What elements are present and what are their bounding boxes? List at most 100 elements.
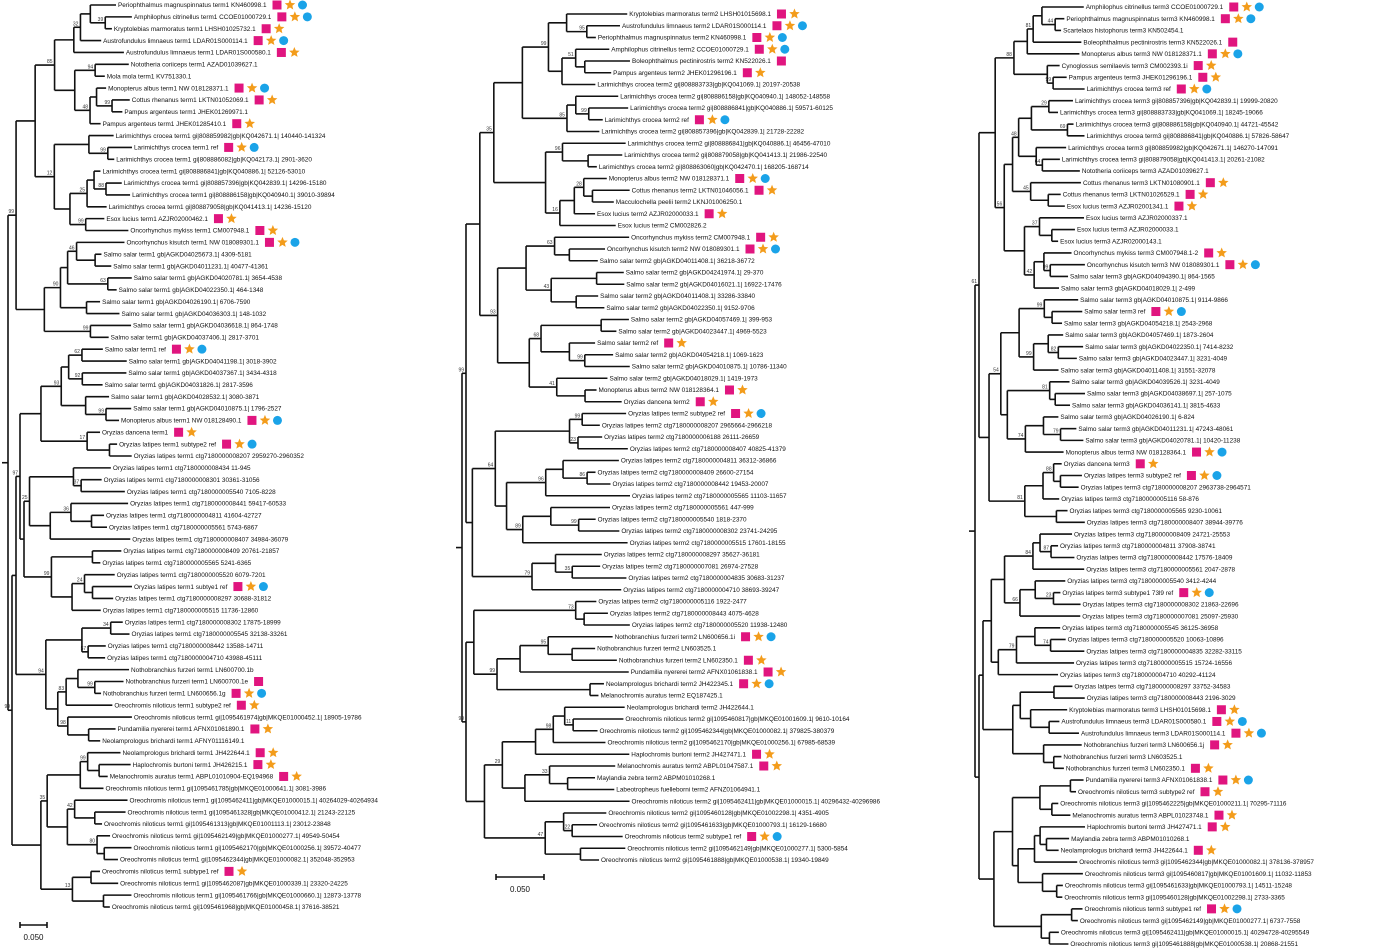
- bootstrap-value: 87: [1043, 546, 1049, 552]
- orange-star-icon: [716, 208, 728, 219]
- leaf-label: Oreochromis niloticus term1 gi|109546196…: [112, 904, 340, 911]
- orange-star-icon: [246, 82, 258, 93]
- leaf-label: Oryzias latipes term1 ctg7180000005515 1…: [103, 607, 259, 614]
- leaf-label: Oreochromis niloticus term1 gi|109546241…: [130, 797, 379, 804]
- orange-star-icon: [743, 408, 754, 418]
- leaf-label: Melanochromis auratus term1 ABPL01010904…: [110, 774, 274, 781]
- leaf-label: Salmo salar term2 gb|AGKD04023447.1| 496…: [618, 328, 767, 335]
- bootstrap-value: 17: [80, 435, 86, 441]
- orange-star-icon: [249, 699, 260, 710]
- leaf-label: Oryzias latipes term3 subtype1 73l9 ref: [1062, 590, 1173, 597]
- magenta-square-icon: [1231, 728, 1241, 738]
- leaf-label: Oryzias latipes term3 ctg7180000004811 3…: [1060, 543, 1216, 550]
- bootstrap-value: 45: [1023, 185, 1029, 191]
- bootstrap-value: 84: [1025, 550, 1031, 556]
- magenta-square-icon: [1193, 845, 1203, 855]
- bootstrap-value: 85: [47, 59, 53, 65]
- magenta-square-icon: [1176, 84, 1186, 94]
- leaf-label: Salmo salar term3 gb|AGKD04010875.1| 911…: [1080, 297, 1228, 304]
- leaf-label: Austrofundulus limnaeus term3 LDAR01S000…: [1061, 719, 1206, 726]
- orange-star-icon: [784, 20, 796, 31]
- leaf-label: Salmo salar term2 ref: [597, 340, 658, 347]
- magenta-square-icon: [232, 119, 242, 129]
- leaf-label: Oryzias latipes term3 ctg7180000008442 1…: [1076, 555, 1232, 562]
- magenta-square-icon: [233, 582, 243, 592]
- leaf-label: Pampus argenteus term1 JHEK01269971.1: [124, 109, 248, 116]
- blue-circle-icon: [302, 12, 312, 22]
- leaf-label: Larimichthys crocea term1 gi|808879058|g…: [109, 204, 312, 211]
- bootstrap-value: 81: [1026, 23, 1032, 29]
- blue-circle-icon: [756, 409, 766, 418]
- orange-star-icon: [273, 23, 285, 34]
- leaf-label: Oreochromis niloticus term3 gi|109546188…: [1070, 941, 1298, 948]
- leaf-label: Pundamilia nyererei term2 AFNX01061838.1: [631, 669, 758, 676]
- magenta-square-icon: [1225, 260, 1235, 270]
- leaf-label: Nothobranchius furzeri term3 LN602350.1: [1066, 766, 1185, 773]
- blue-circle-icon: [1233, 49, 1243, 59]
- bootstrap-value: 23: [1046, 592, 1052, 598]
- leaf-label: Salmo salar term3 gb|AGKD04023447.1| 323…: [1079, 356, 1228, 363]
- bootstrap-value: 22: [565, 825, 571, 831]
- bootstrap-value: 63: [100, 278, 106, 284]
- leaf-label: Nothobranchius furzeri term1 LN600700.1b: [131, 667, 254, 674]
- leaf-label: Amphilophus citrinellus term3 CCOE010007…: [1086, 4, 1224, 11]
- orange-star-icon: [771, 760, 783, 771]
- magenta-square-icon: [236, 700, 246, 710]
- leaf-label: Oryzias latipes term3 ctg7180000008407 3…: [1087, 520, 1243, 527]
- bootstrap-value: 66: [1012, 597, 1018, 603]
- bootstrap-value: 48: [1011, 131, 1017, 137]
- leaf-label: Cottus rhenanus term3 LKTN01080901.1: [1083, 180, 1200, 187]
- leaf-label: Salmo salar term2 gb|AGKD04016021.1| 169…: [626, 281, 782, 288]
- magenta-square-icon: [745, 244, 755, 254]
- leaf-label: Haplochromis burtoni term3 JH427471.1: [1087, 824, 1202, 831]
- leaf-label: Amphilophus citrinellus term1 CCOE010007…: [134, 14, 272, 21]
- bootstrap-value: 99: [577, 355, 583, 361]
- leaf-label: Oryzias latipes term2 ctg7180000005116 1…: [598, 599, 747, 606]
- leaf-label: Oreochromis niloticus term3 gi|109546081…: [1085, 871, 1312, 878]
- magenta-square-icon: [1216, 705, 1226, 715]
- leaf-label: Austrofundulus limnaeus term1 LDAR01S000…: [126, 50, 271, 57]
- leaf-label: Salmo salar term3 ref: [1084, 309, 1145, 316]
- orange-star-icon: [259, 414, 271, 425]
- leaf-label: Oreochromis niloticus term1 gi|109546208…: [120, 880, 348, 887]
- leaf-label: Oryzias latipes term3 ctg7180000005540 3…: [1067, 578, 1216, 585]
- orange-star-icon: [243, 687, 255, 698]
- leaf-label: Larimichthys crocea term3 ref: [1087, 86, 1171, 93]
- leaf-label: Oryzias latipes term2 ctg7180000004835 3…: [628, 575, 784, 582]
- magenta-square-icon: [739, 679, 749, 689]
- leaf-label: Oreochromis niloticus term1 gi|109546197…: [134, 714, 362, 721]
- bootstrap-value: 86: [580, 472, 586, 478]
- bootstrap-value: 36: [63, 506, 69, 512]
- leaf-label: Pundamilia nyererei term1 AFNX01061890.1: [118, 726, 245, 733]
- bootstrap-value: 93: [490, 309, 496, 315]
- leaf-label: Larimichthys crocea term3 gi|808859982|g…: [1068, 145, 1278, 152]
- blue-circle-icon: [1232, 904, 1242, 914]
- orange-star-icon: [277, 236, 288, 247]
- leaf-label: Larimichthys crocea term2 ref: [605, 117, 689, 124]
- magenta-square-icon: [1214, 810, 1224, 820]
- orange-star-icon: [737, 384, 748, 395]
- bootstrap-value: 95: [579, 26, 585, 32]
- leaf-label: Oreochromis niloticus term3 subtype1 ref: [1085, 906, 1202, 913]
- leaf-label: Salmo salar term3 gb|AGKD04054218.1| 254…: [1064, 320, 1213, 327]
- magenta-square-icon: [1205, 178, 1215, 188]
- leaf-label: Salmo salar term3 gb|AGKD04022350.1| 741…: [1085, 344, 1234, 351]
- magenta-square-icon: [694, 115, 704, 125]
- magenta-square-icon: [255, 226, 265, 235]
- leaf-label: Amphilophus citrinellus term2 CCOE010007…: [611, 46, 749, 53]
- leaf-label: Oryzias latipes term3 ctg7180000008297 3…: [1074, 684, 1230, 691]
- bootstrap-value: 79: [1009, 644, 1015, 650]
- leaf-label: Oncorhynchus kisutch term2 NW 018089301.…: [607, 246, 740, 253]
- blue-circle-icon: [780, 44, 790, 54]
- leaf-label: Cynoglossus semilaevis term3 CM002393.1i: [1062, 63, 1188, 70]
- bootstrap-value: 99: [9, 209, 15, 215]
- bootstrap-value: 81: [1017, 495, 1023, 501]
- leaf-label: Salmo salar term3 gb|AGKD04011231.1| 472…: [1078, 426, 1233, 433]
- bootstrap-value: 11: [566, 719, 571, 725]
- orange-star-icon: [284, 0, 296, 10]
- magenta-square-icon: [1200, 787, 1210, 797]
- leaf-label: Oreochromis niloticus term1 subtype1 ref: [102, 869, 219, 876]
- bootstrap-value: 37: [74, 480, 80, 486]
- orange-star-icon: [1219, 903, 1230, 914]
- leaf-label: Oncorhynchus mykiss term1 CM007948.1: [130, 228, 249, 235]
